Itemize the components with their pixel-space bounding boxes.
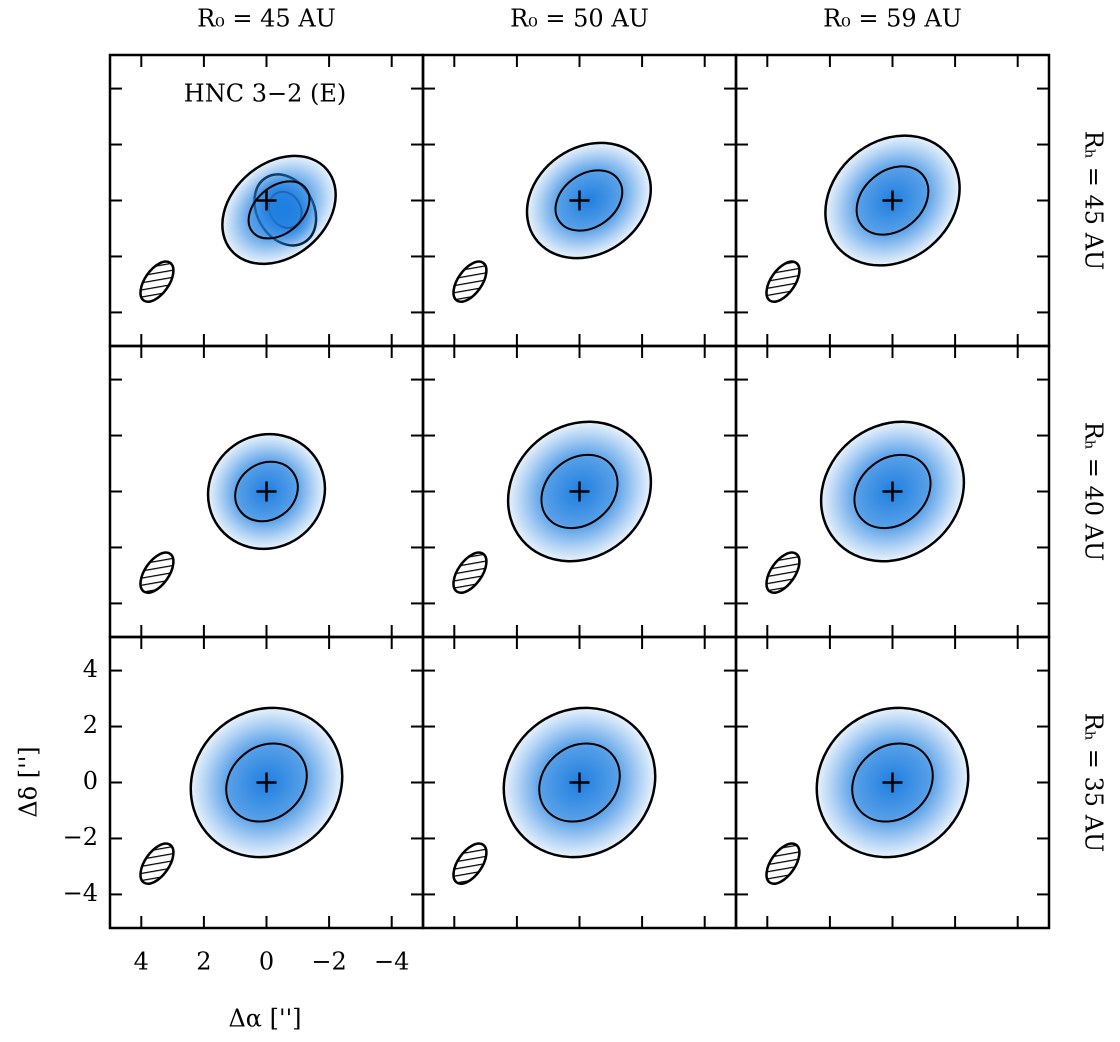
- row-title: Rₕ = 45 AU: [1080, 131, 1108, 271]
- beam: [760, 256, 806, 307]
- x-tick-label: −4: [374, 948, 409, 976]
- y-tick-label: 4: [83, 655, 98, 683]
- beam: [760, 547, 806, 598]
- y-tick-label: −2: [63, 823, 98, 851]
- annotation: HNC 3−2 (E): [184, 80, 346, 108]
- beam: [134, 838, 180, 889]
- column-title: R₀ = 50 AU: [510, 5, 649, 33]
- column-title: R₀ = 59 AU: [823, 5, 962, 33]
- row-title: Rₕ = 40 AU: [1080, 422, 1108, 562]
- beam: [447, 547, 493, 598]
- x-tick-label: 4: [134, 948, 149, 976]
- figure: Δα [''] Δδ [''] HNC 3−2 (E) 4 2 0 −2 −4 −4 −2 0…: [0, 0, 1120, 1038]
- x-axis-label: Δα ['']: [228, 1005, 301, 1033]
- y-tick-label: 0: [83, 767, 98, 795]
- beam: [447, 256, 493, 307]
- x-tick-label: 0: [259, 948, 274, 976]
- beam: [134, 547, 180, 598]
- x-tick-label: 2: [196, 948, 211, 976]
- beam: [134, 256, 180, 307]
- y-tick-label: 2: [83, 711, 98, 739]
- emission: [201, 134, 357, 286]
- row-title: Rₕ = 35 AU: [1080, 713, 1108, 853]
- x-tick-label: −2: [311, 948, 346, 976]
- y-tick-label: −4: [63, 879, 98, 907]
- beam: [447, 838, 493, 889]
- column-title: R₀ = 45 AU: [197, 5, 336, 33]
- y-axis-label: Δδ ['']: [15, 746, 43, 817]
- beam: [760, 838, 806, 889]
